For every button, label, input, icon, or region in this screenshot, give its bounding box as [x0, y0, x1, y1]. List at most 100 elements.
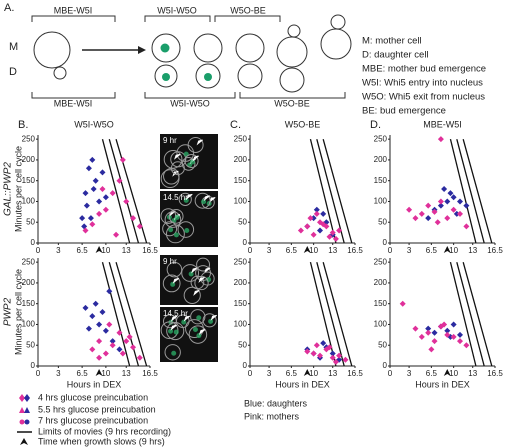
data-point — [425, 202, 432, 209]
data-point — [441, 186, 448, 192]
micrograph-label: 14.5 hr — [163, 193, 188, 202]
data-point — [447, 190, 454, 197]
arrow-marker — [170, 324, 177, 331]
data-point — [96, 354, 103, 361]
cell-outline — [162, 221, 178, 237]
chart-title: W5I-W5O — [74, 119, 114, 129]
data-point — [123, 198, 130, 205]
movie-limit-line — [101, 261, 131, 367]
arrow-marker — [186, 193, 193, 200]
nucleus — [204, 73, 212, 81]
data-point — [428, 346, 435, 353]
data-point — [444, 331, 451, 338]
x-tick-label: 10 — [101, 369, 110, 378]
data-point — [89, 313, 96, 320]
data-point — [96, 210, 103, 217]
data-point — [96, 321, 103, 328]
y-tick-label: 0 — [31, 361, 36, 370]
cell-outline — [162, 274, 181, 293]
data-point — [336, 227, 343, 234]
movie-limit-line — [462, 261, 493, 367]
data-point — [320, 210, 327, 217]
x-tick-label: 3 — [407, 246, 412, 255]
x-tick-label: 6.5 — [77, 369, 89, 378]
x-tick-label: 16.5 — [347, 369, 363, 378]
movie-limit-line — [449, 138, 477, 244]
data-point — [434, 219, 441, 226]
data-point — [89, 346, 96, 353]
x-tick-label: 16.5 — [142, 246, 158, 255]
legend: 4 hrs glucose preincubation 5.5 hrs gluc… — [17, 392, 308, 446]
x-tick-label: 6.5 — [286, 246, 298, 255]
y-tick-label: 200 — [374, 155, 388, 164]
legend-marker — [24, 394, 30, 402]
interval-label: W5O-BE — [274, 98, 310, 108]
movie-limit-line — [309, 138, 337, 244]
nucleus — [170, 281, 176, 287]
y-tick-label: 150 — [234, 299, 248, 308]
cells — [33, 14, 352, 93]
data-point — [85, 165, 92, 172]
y-axis-label: Minutes per cell cycle — [13, 269, 23, 355]
cell-outline — [202, 313, 217, 328]
arrow-marker — [172, 277, 179, 284]
data-point — [431, 329, 438, 336]
data-point — [313, 206, 320, 213]
data-point — [99, 309, 106, 315]
y-tick-label: 100 — [234, 320, 248, 329]
x-tick-label: 6.5 — [77, 246, 89, 255]
nucleus — [168, 328, 174, 334]
data-point — [431, 208, 438, 215]
y-tick-label: 150 — [22, 299, 36, 308]
y-tick-label: 150 — [22, 176, 36, 185]
panel-label: C. — [230, 119, 241, 131]
arrow-marker — [204, 267, 211, 274]
y-tick-label: 200 — [234, 278, 248, 287]
x-tick-label: 13 — [328, 369, 337, 378]
movie-limit-line — [449, 261, 477, 367]
cell-outline — [166, 261, 183, 278]
growth-arrow — [95, 246, 103, 253]
cell-label: D — [9, 66, 17, 78]
panel-a: A. MBE-W5I W5I-W5O W5O-BE MBE-W5I W5I-W5… — [4, 2, 486, 117]
x-tick-label: 10 — [449, 246, 458, 255]
x-tick-label: 13 — [122, 369, 131, 378]
x-tick-label: 0 — [36, 246, 41, 255]
nucleus — [168, 227, 174, 233]
x-axis-label: Hours in DEX — [67, 379, 122, 389]
data-point — [82, 227, 89, 234]
data-point — [457, 331, 463, 338]
nucleus — [173, 329, 179, 335]
growth-arrow — [303, 369, 311, 376]
cell-outline — [164, 211, 182, 228]
data-point — [425, 325, 432, 332]
data-point — [102, 206, 109, 213]
cell-outline — [194, 192, 211, 209]
x-tick-label: 3 — [407, 369, 412, 378]
arrow-marker — [170, 315, 178, 322]
cell-outline — [166, 322, 185, 341]
data-point — [317, 227, 323, 234]
data-point — [113, 231, 120, 238]
nucleus — [192, 327, 198, 333]
data-point — [406, 206, 413, 213]
nucleus — [160, 43, 170, 53]
data-point — [437, 198, 444, 205]
legend-text: 4 hrs glucose preincubation — [38, 392, 148, 402]
x-tick-label: 0 — [388, 246, 393, 255]
y-tick-label: 100 — [374, 320, 388, 329]
x-tick-label: 3 — [56, 369, 61, 378]
key-text: M: mother cell — [362, 36, 422, 47]
nucleus — [183, 197, 189, 203]
data-point — [116, 329, 123, 336]
cell-outline — [164, 344, 181, 361]
chart-title: W5O-BE — [285, 119, 321, 129]
data-point — [85, 325, 92, 332]
x-tick-label: 10 — [449, 369, 458, 378]
nucleus — [196, 333, 202, 339]
movie-limit-line — [108, 138, 140, 244]
data-point — [136, 354, 143, 361]
data-point — [399, 300, 406, 307]
nucleus — [173, 232, 179, 238]
legend-marker — [19, 394, 25, 402]
